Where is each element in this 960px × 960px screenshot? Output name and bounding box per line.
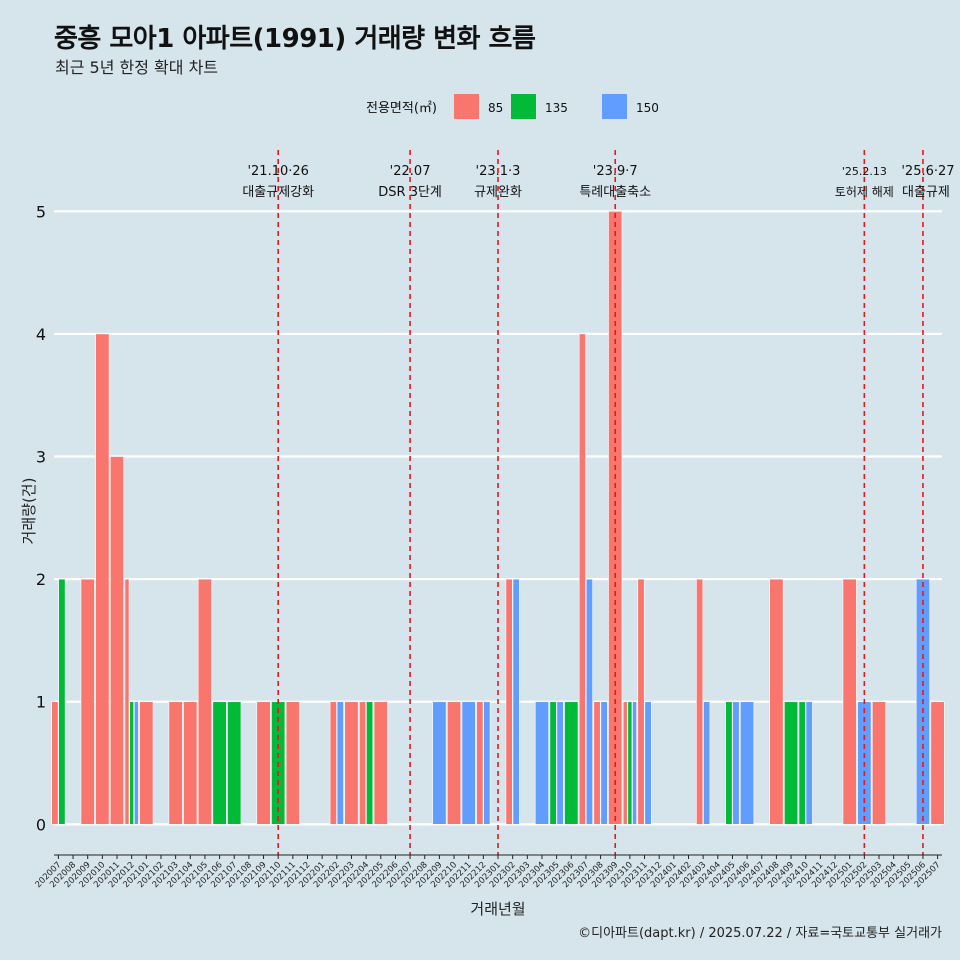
- bar-202010-85: [95, 333, 110, 825]
- bar-202305-150: [556, 701, 564, 825]
- bar-202105-85: [197, 578, 212, 825]
- bar-202012-85: [124, 578, 130, 825]
- bar-202406-150: [740, 701, 755, 825]
- legend-swatch-150: [602, 94, 627, 119]
- event-label: DSR 3단계: [378, 185, 442, 200]
- legend-swatch-135: [511, 94, 536, 119]
- event-date: '21.10·26: [247, 164, 308, 179]
- bar-202304-150: [534, 701, 549, 825]
- bar-202309-85: [608, 211, 623, 825]
- bar-202204-85: [359, 701, 367, 825]
- bar-202503-85: [871, 701, 887, 825]
- bar-202012-135: [129, 701, 135, 825]
- y-tick-label: 2: [36, 570, 46, 589]
- bar-202307-150: [585, 578, 593, 825]
- bar-202109-85: [256, 701, 271, 825]
- legend: 전용면적(㎡) 85 135 150: [366, 94, 659, 119]
- bar-202310-150: [632, 701, 637, 825]
- bar-202410-150: [805, 701, 813, 825]
- event-label: 토허제 해제: [835, 185, 894, 199]
- bar-202308-150: [600, 701, 608, 825]
- bar-202501-85: [842, 578, 857, 825]
- y-tick-label: 0: [36, 815, 46, 834]
- bar-202308-85: [593, 701, 601, 825]
- bar-202302-150: [512, 578, 520, 825]
- event-label: 대출규제: [902, 185, 950, 200]
- bar-202009-85: [80, 578, 95, 825]
- y-axis: 0 1 2 3 4 5: [36, 202, 46, 834]
- bar-202103-85: [168, 701, 183, 825]
- event-date: '23.1·3: [476, 164, 521, 179]
- event-label: 규제완화: [474, 185, 522, 200]
- event-date: '25.2.13: [842, 165, 887, 178]
- bars: [51, 211, 945, 825]
- chart-subtitle: 최근 5년 한정 확대 차트: [55, 58, 219, 77]
- bar-202405-150: [732, 701, 740, 825]
- bar-202310-85: [622, 701, 628, 825]
- bar-202210-85: [447, 701, 462, 825]
- bar-202209-150: [432, 701, 447, 825]
- bar-202212-150: [483, 701, 491, 825]
- y-tick-label: 1: [36, 693, 46, 712]
- bar-202408-85: [769, 578, 784, 825]
- y-tick-label: 3: [36, 448, 46, 467]
- y-tick-label: 4: [36, 325, 46, 344]
- bar-202212-85: [476, 701, 484, 825]
- bar-202302-85: [505, 578, 513, 825]
- bar-202203-85: [344, 701, 359, 825]
- bar-202202-85: [329, 701, 337, 825]
- y-axis-label: 거래량(건): [20, 478, 38, 545]
- bar-202307-85: [578, 333, 586, 825]
- bar-202205-85: [373, 701, 388, 825]
- bar-202104-85: [183, 701, 198, 825]
- bar-202311-85: [637, 578, 645, 825]
- bar-202410-135: [798, 701, 806, 825]
- bar-202202-150: [336, 701, 344, 825]
- legend-title: 전용면적(㎡): [366, 101, 437, 116]
- event-label: 대출규제강화: [242, 185, 314, 200]
- bar-202409-135: [784, 701, 799, 825]
- x-axis-label: 거래년월: [470, 900, 525, 918]
- bar-202311-150: [644, 701, 652, 825]
- event-date: '25.6·27: [901, 164, 954, 179]
- legend-swatch-85: [454, 94, 479, 119]
- caption: ©디아파트(dapt.kr) / 2025.07.22 / 자료=국토교통부 실…: [578, 926, 942, 941]
- event-date: '23.9·7: [593, 164, 638, 179]
- bar-202204-135: [366, 701, 374, 825]
- bar-202011-85: [109, 456, 125, 825]
- event-label: 특례대출축소: [579, 185, 651, 200]
- bar-202101-85: [139, 701, 154, 825]
- bar-202107-135: [227, 701, 242, 825]
- chart-title: 중흥 모아1 아파트(1991) 거래량 변화 흐름: [54, 24, 536, 54]
- x-axis: 2020072020082020092020102020112020122021…: [33, 854, 943, 890]
- bar-202405-135: [725, 701, 733, 825]
- bar-202310-135: [627, 701, 633, 825]
- bar-202012-150: [134, 701, 139, 825]
- bar-202306-135: [564, 701, 579, 825]
- bar-202403-150: [703, 701, 711, 825]
- y-tick-label: 5: [36, 202, 46, 221]
- bar-202305-135: [549, 701, 557, 825]
- legend-label-135: 135: [545, 101, 568, 115]
- bar-202111-85: [285, 701, 300, 825]
- bar-202211-150: [461, 701, 476, 825]
- legend-label-150: 150: [636, 101, 659, 115]
- bar-202403-85: [696, 578, 704, 825]
- event-date: '22.07: [390, 164, 431, 179]
- bar-202507-85: [930, 701, 945, 825]
- event-lines: '21.10·26 대출규제강화 '22.07 DSR 3단계 '23.1·3 규제완화 '…: [242, 150, 955, 855]
- legend-label-85: 85: [488, 101, 503, 115]
- bar-202106-135: [212, 701, 227, 825]
- bar-202007-85: [51, 701, 59, 825]
- bar-202007-135: [58, 578, 66, 825]
